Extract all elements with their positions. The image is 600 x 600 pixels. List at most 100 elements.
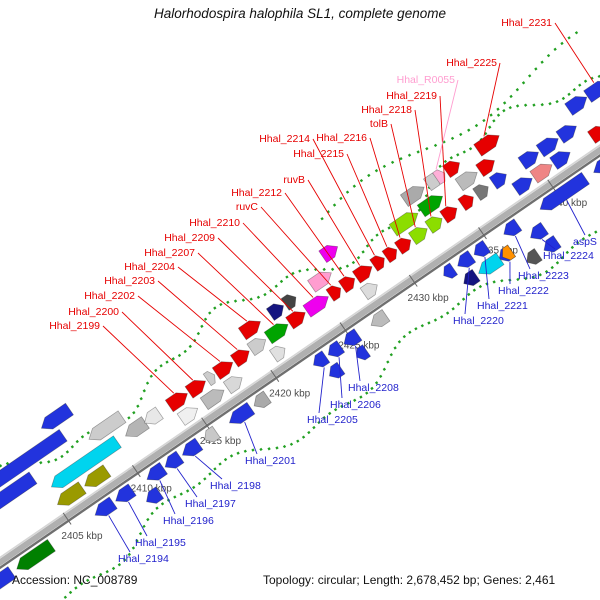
gene-arrow[interactable]: [535, 133, 562, 158]
gene-label[interactable]: Hhal_2224: [543, 250, 594, 262]
gene-arrow[interactable]: [340, 328, 363, 350]
gene-arrow[interactable]: [0, 566, 17, 599]
gene-arrow[interactable]: [91, 496, 118, 521]
gene-label[interactable]: aspS: [573, 236, 597, 248]
gene-label[interactable]: Hhal_R0055: [397, 74, 456, 86]
gene-arrow[interactable]: [246, 334, 270, 357]
gene-arrow[interactable]: [475, 252, 505, 279]
gene-arrow[interactable]: [54, 481, 87, 511]
gene-label[interactable]: Hhal_2209: [164, 232, 215, 244]
gene-label[interactable]: Hhal_2196: [163, 515, 214, 527]
gene-arrow[interactable]: [470, 239, 492, 260]
gene-arrow[interactable]: [399, 181, 428, 207]
gene-label[interactable]: Hhal_2225: [446, 57, 497, 69]
gene-arrow[interactable]: [164, 388, 191, 413]
gene-arrow[interactable]: [229, 345, 253, 368]
gene-label[interactable]: Hhal_2201: [245, 455, 296, 467]
gene-arrow[interactable]: [0, 428, 68, 493]
gene-arrow[interactable]: [367, 309, 391, 331]
gene-arrow[interactable]: [473, 130, 503, 157]
gene-arrow[interactable]: [263, 319, 292, 345]
gene-arrow[interactable]: [369, 252, 389, 272]
gene-label[interactable]: Hhal_2197: [185, 498, 236, 510]
gene-arrow[interactable]: [587, 122, 600, 144]
gene-arrow[interactable]: [454, 250, 477, 272]
gene-arrow[interactable]: [211, 357, 236, 380]
gene-arrow[interactable]: [325, 361, 346, 381]
gene-arrow[interactable]: [359, 279, 381, 301]
gene-label[interactable]: Hhal_2204: [124, 261, 175, 273]
gene-label[interactable]: Hhal_2231: [501, 17, 552, 29]
gene-arrow[interactable]: [199, 384, 228, 411]
gene-label[interactable]: Hhal_2200: [68, 306, 119, 318]
gene-label[interactable]: ruvC: [236, 201, 259, 213]
gene-label[interactable]: Hhal_2208: [348, 382, 399, 394]
gene-label[interactable]: Hhal_2210: [189, 217, 240, 229]
gene-arrow[interactable]: [85, 410, 127, 445]
gene-label[interactable]: Hhal_2195: [135, 537, 186, 549]
gene-arrow[interactable]: [141, 406, 164, 429]
gene-label[interactable]: tolB: [370, 118, 388, 130]
gene-arrow[interactable]: [475, 155, 499, 178]
gene-arrow[interactable]: [285, 307, 310, 330]
gene-label[interactable]: Hhal_2221: [477, 300, 528, 312]
gene-arrow[interactable]: [527, 221, 550, 243]
gene-label[interactable]: Hhal_2222: [498, 285, 549, 297]
gene-arrow[interactable]: [407, 223, 431, 246]
gene-arrow[interactable]: [351, 261, 376, 284]
gene-arrow[interactable]: [250, 390, 272, 412]
gene-arrow[interactable]: [201, 425, 221, 445]
gene-arrow[interactable]: [202, 369, 218, 387]
gene-label[interactable]: Hhal_2205: [307, 414, 358, 426]
gene-label[interactable]: Hhal_2198: [210, 480, 261, 492]
gene-label[interactable]: Hhal_2219: [386, 90, 437, 102]
gene-arrow[interactable]: [268, 343, 288, 363]
gene-arrow[interactable]: [0, 471, 38, 526]
gene-arrow[interactable]: [265, 300, 287, 321]
gene-label[interactable]: ruvB: [283, 174, 305, 186]
gene-arrow[interactable]: [441, 157, 463, 179]
gene-arrow[interactable]: [178, 437, 204, 461]
gene-arrow[interactable]: [440, 262, 459, 281]
gene-arrow[interactable]: [112, 483, 137, 507]
gene-arrow[interactable]: [540, 235, 562, 257]
gene-arrow[interactable]: [488, 169, 510, 190]
gene-arrow[interactable]: [176, 403, 201, 426]
gene-arrow[interactable]: [590, 154, 600, 178]
gene-arrow[interactable]: [517, 146, 542, 170]
gene-arrow[interactable]: [280, 291, 300, 311]
gene-arrow[interactable]: [432, 167, 449, 185]
gene-arrow[interactable]: [523, 248, 543, 268]
gene-label[interactable]: Hhal_2199: [49, 320, 100, 332]
gene-arrow[interactable]: [222, 372, 246, 395]
gene-label[interactable]: Hhal_2218: [361, 104, 412, 116]
gene-label[interactable]: Hhal_2220: [453, 315, 504, 327]
gene-label[interactable]: Hhal_2203: [104, 275, 155, 287]
gene-arrow[interactable]: [325, 282, 345, 302]
gene-label[interactable]: Hhal_2202: [84, 290, 135, 302]
gene-arrow[interactable]: [302, 291, 332, 318]
gene-arrow[interactable]: [393, 234, 414, 255]
gene-arrow[interactable]: [81, 464, 112, 492]
gene-arrow[interactable]: [511, 173, 536, 196]
gene-arrow[interactable]: [161, 450, 185, 473]
gene-label[interactable]: Hhal_2215: [293, 148, 344, 160]
gene-arrow[interactable]: [454, 167, 481, 192]
gene-arrow[interactable]: [499, 244, 517, 263]
gene-arrow[interactable]: [143, 486, 165, 508]
gene-label[interactable]: Hhal_2216: [316, 132, 367, 144]
gene-arrow[interactable]: [184, 375, 209, 399]
gene-arrow[interactable]: [143, 461, 168, 485]
gene-arrow[interactable]: [37, 402, 74, 434]
gene-arrow[interactable]: [564, 91, 591, 116]
gene-arrow[interactable]: [439, 203, 461, 224]
gene-arrow[interactable]: [500, 218, 523, 240]
gene-arrow[interactable]: [416, 191, 446, 218]
gene-arrow[interactable]: [388, 208, 422, 237]
gene-arrow[interactable]: [225, 401, 256, 428]
gene-label[interactable]: Hhal_2223: [518, 270, 569, 282]
gene-arrow[interactable]: [536, 171, 590, 215]
gene-label[interactable]: Hhal_2214: [259, 133, 310, 145]
gene-arrow[interactable]: [555, 120, 580, 144]
gene-arrow[interactable]: [549, 147, 574, 170]
